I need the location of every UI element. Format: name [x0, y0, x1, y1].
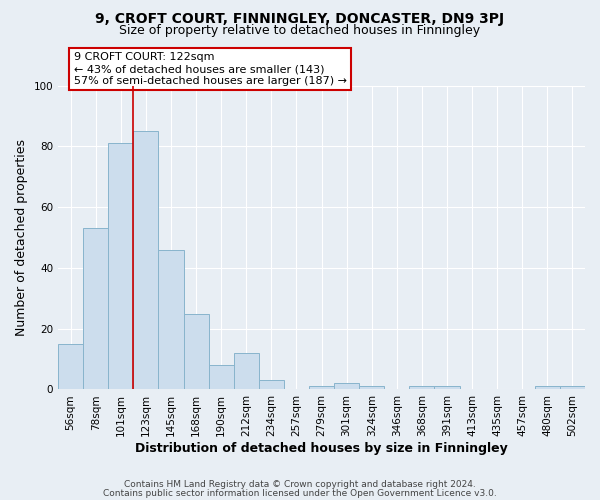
Text: Size of property relative to detached houses in Finningley: Size of property relative to detached ho…	[119, 24, 481, 37]
Text: Contains public sector information licensed under the Open Government Licence v3: Contains public sector information licen…	[103, 488, 497, 498]
Bar	[259, 380, 284, 390]
Bar	[434, 386, 460, 390]
Bar	[83, 228, 108, 390]
Bar	[560, 386, 585, 390]
Bar	[209, 365, 233, 390]
Bar	[58, 344, 83, 390]
Bar	[409, 386, 434, 390]
Y-axis label: Number of detached properties: Number of detached properties	[15, 139, 28, 336]
Text: 9, CROFT COURT, FINNINGLEY, DONCASTER, DN9 3PJ: 9, CROFT COURT, FINNINGLEY, DONCASTER, D…	[95, 12, 505, 26]
Bar	[309, 386, 334, 390]
Bar	[133, 132, 158, 390]
Bar	[108, 144, 133, 390]
Text: Contains HM Land Registry data © Crown copyright and database right 2024.: Contains HM Land Registry data © Crown c…	[124, 480, 476, 489]
Bar	[184, 314, 209, 390]
Bar	[334, 384, 359, 390]
Bar	[233, 353, 259, 390]
Bar	[535, 386, 560, 390]
Bar	[158, 250, 184, 390]
X-axis label: Distribution of detached houses by size in Finningley: Distribution of detached houses by size …	[135, 442, 508, 455]
Text: 9 CROFT COURT: 122sqm
← 43% of detached houses are smaller (143)
57% of semi-det: 9 CROFT COURT: 122sqm ← 43% of detached …	[74, 52, 347, 86]
Bar	[359, 386, 384, 390]
